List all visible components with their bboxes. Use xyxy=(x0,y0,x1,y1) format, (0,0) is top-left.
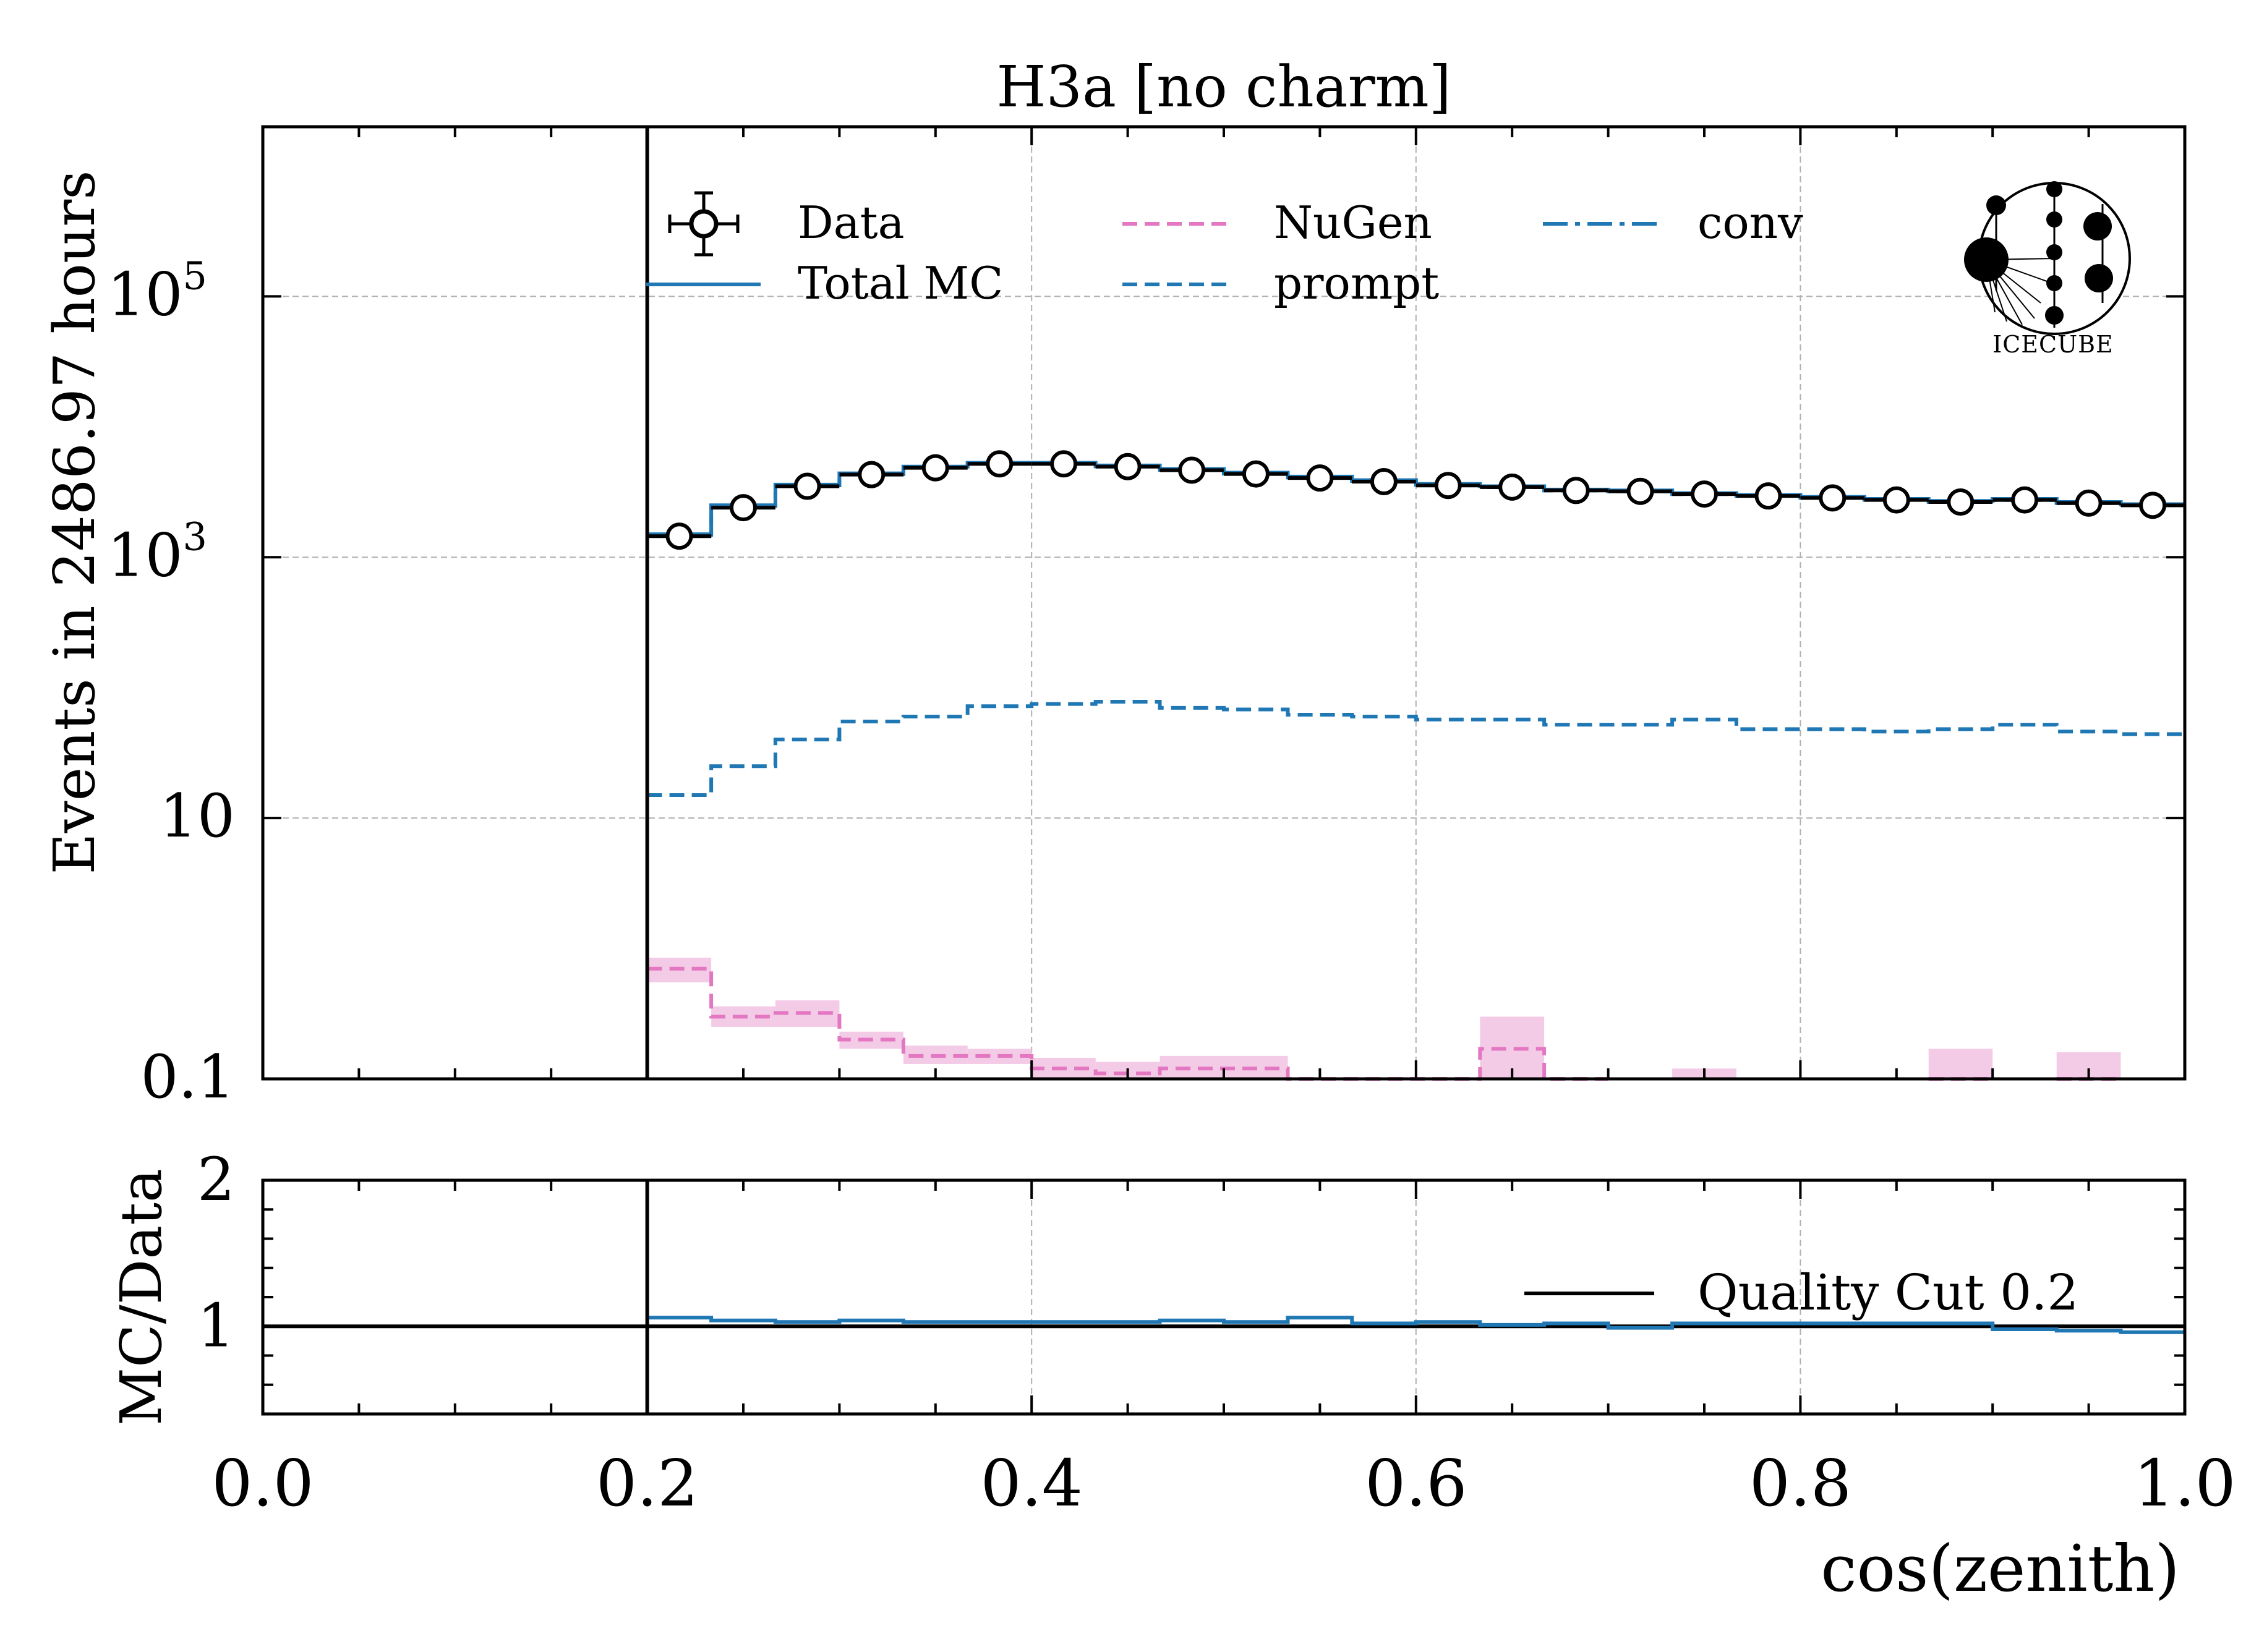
main-y-tick-label: 0.1 xyxy=(140,1042,235,1112)
data-point xyxy=(2139,492,2167,519)
main-plot-panel: 0.1 10 103 105 H3a [no charm] Events in 248… xyxy=(41,54,2187,1112)
data-points xyxy=(647,450,2185,550)
icecube-logo-icon: ICECUBE xyxy=(1964,181,2131,358)
data-point xyxy=(986,450,1014,478)
ratio-plot-panel: 12 0.0 0.2 0.4 0.6 0.8 1.0 MC/Data cos(zenith… xyxy=(108,1145,2236,1606)
x-tick-label: 0.6 xyxy=(1365,1446,1467,1521)
data-point xyxy=(858,461,886,488)
ratio-y-tick-labels: 12 xyxy=(197,1145,235,1360)
data-point xyxy=(2011,486,2039,514)
main-y-tick-label: 105 xyxy=(107,253,207,329)
legend-label-data: Data xyxy=(798,197,905,249)
x-tick-label: 0.8 xyxy=(1749,1446,1851,1521)
x-tick-label: 0.0 xyxy=(211,1446,314,1521)
data-point xyxy=(1306,464,1334,492)
data-point xyxy=(1819,484,1847,512)
data-point xyxy=(1562,477,1590,505)
main-axis-ticks xyxy=(262,127,2186,1080)
data-point xyxy=(665,522,693,550)
ratio-series-lines xyxy=(263,1180,2185,1414)
data-point xyxy=(1691,480,1718,508)
main-grid xyxy=(263,127,2185,1079)
x-tick-label: 0.4 xyxy=(980,1446,1082,1521)
x-tick-label: 0.2 xyxy=(596,1446,698,1521)
mc-data-ratio-step-line xyxy=(647,1316,2185,1334)
ratio-axis-ticks xyxy=(262,1179,2186,1415)
legend: Data Total MC NuGen prompt conv xyxy=(646,191,1803,309)
legend-data-marker xyxy=(668,191,740,257)
main-y-tick-label: 103 xyxy=(107,514,207,590)
ratio-y-tick-label: 1 xyxy=(197,1291,235,1360)
data-point xyxy=(2075,489,2103,517)
data-point xyxy=(921,454,949,482)
data-point xyxy=(1050,450,1078,478)
data-point xyxy=(1370,467,1398,495)
main-y-tick-labels: 0.1 10 103 105 xyxy=(107,253,235,1112)
data-point xyxy=(1178,456,1206,484)
legend-label-prompt: prompt xyxy=(1274,257,1439,309)
prompt-step-line xyxy=(647,700,2185,797)
legend-label-nugen: NuGen xyxy=(1274,197,1432,249)
data-point xyxy=(1626,477,1654,505)
x-axis-label: cos(zenith) xyxy=(1821,1531,2180,1606)
data-point xyxy=(1947,488,1975,516)
ratio-y-tick-label: 2 xyxy=(197,1145,235,1214)
x-tick-labels: 0.0 0.2 0.4 0.6 0.8 1.0 xyxy=(211,1446,2236,1521)
nugen-step-line xyxy=(647,966,2121,1081)
data-point xyxy=(1114,453,1142,480)
ratio-legend-label: Quality Cut 0.2 xyxy=(1697,1264,2078,1321)
ratio-y-axis-label: MC/Data xyxy=(108,1169,174,1426)
nugen-band xyxy=(1159,1055,1224,1079)
data-point xyxy=(1754,482,1782,510)
nugen-band xyxy=(1928,1049,1993,1079)
ratio-grid xyxy=(646,1180,1801,1414)
data-point xyxy=(730,494,757,522)
nugen-uncertainty-bands xyxy=(647,957,2121,1079)
legend-label-total-mc: Total MC xyxy=(798,257,1003,309)
logo-text: ICECUBE xyxy=(1992,331,2114,358)
data-point xyxy=(1434,472,1462,500)
x-tick-label: 1.0 xyxy=(2133,1446,2236,1521)
data-point xyxy=(1242,460,1270,488)
data-point xyxy=(793,472,821,500)
main-y-axis-label: Events in 2486.97 hours xyxy=(41,171,108,875)
main-axes-frame xyxy=(261,125,2187,1081)
legend-label-conv: conv xyxy=(1697,197,1803,249)
main-y-tick-label: 10 xyxy=(160,781,235,851)
data-point xyxy=(1498,473,1526,501)
data-point xyxy=(1882,486,1910,514)
chart-title: H3a [no charm] xyxy=(996,54,1451,120)
